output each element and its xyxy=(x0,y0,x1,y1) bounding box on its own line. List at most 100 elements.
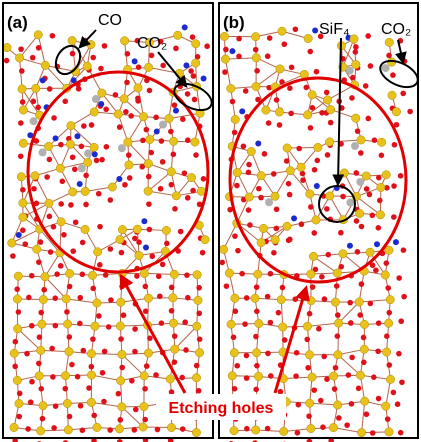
o-atom xyxy=(308,125,314,131)
si-atom xyxy=(233,168,241,176)
o-atom xyxy=(13,339,19,345)
o-atom xyxy=(81,123,87,129)
o-atom xyxy=(190,188,196,194)
bond xyxy=(20,35,39,58)
si-atom xyxy=(140,372,148,380)
o-atom xyxy=(338,230,344,236)
o-atom xyxy=(300,171,306,177)
si-atom xyxy=(93,423,101,431)
o-atom xyxy=(253,334,259,340)
o-atom xyxy=(253,47,259,53)
o-atom xyxy=(38,386,44,392)
annotation: CO₂ xyxy=(381,21,411,38)
o-atom xyxy=(94,158,100,164)
o-atom xyxy=(277,122,283,128)
o-atom xyxy=(296,402,302,408)
o-atom xyxy=(29,273,35,279)
arrow xyxy=(338,38,341,184)
o-atom xyxy=(98,66,104,72)
si-atom xyxy=(386,375,394,383)
o-atom xyxy=(346,372,352,378)
si-atom xyxy=(63,320,71,328)
o-atom xyxy=(340,194,346,200)
o-atom xyxy=(155,427,161,433)
si-atom xyxy=(108,183,116,191)
o-atom xyxy=(224,283,230,289)
o-atom xyxy=(334,283,340,289)
si-atom xyxy=(36,427,44,435)
si-atom xyxy=(195,348,203,356)
o-atom xyxy=(274,226,280,232)
si-atom xyxy=(69,188,77,196)
si-atom xyxy=(139,423,147,431)
bond xyxy=(175,326,197,349)
si-atom xyxy=(355,298,363,306)
c-atom xyxy=(382,64,390,72)
n-atom xyxy=(314,183,320,189)
o-atom xyxy=(320,424,326,430)
n-atom xyxy=(92,151,98,157)
o-atom xyxy=(294,350,300,356)
o-atom xyxy=(279,79,285,85)
si-atom xyxy=(116,235,124,243)
o-atom xyxy=(201,176,207,182)
si-atom xyxy=(307,424,315,432)
o-atom xyxy=(385,285,391,291)
si-atom xyxy=(276,65,284,73)
si-atom xyxy=(87,349,95,357)
si-atom xyxy=(88,271,96,279)
n-atom xyxy=(173,108,179,114)
o-atom xyxy=(241,143,247,149)
o-atom xyxy=(391,214,397,220)
o-atom xyxy=(147,335,153,341)
si-atom xyxy=(255,319,263,327)
o-atom xyxy=(101,399,107,405)
o-atom xyxy=(61,232,67,238)
o-atom xyxy=(132,326,138,332)
annotation: CO xyxy=(98,12,122,29)
o-atom xyxy=(59,179,65,185)
o-atom xyxy=(80,427,86,433)
o-atom xyxy=(274,206,280,212)
o-atom xyxy=(287,192,293,198)
annotation: CO₂ xyxy=(137,35,167,52)
o-atom xyxy=(135,98,141,104)
o-atom xyxy=(335,333,341,339)
si-atom xyxy=(194,296,202,304)
si-atom xyxy=(166,375,174,383)
o-atom xyxy=(288,111,294,117)
si-atom xyxy=(146,135,154,143)
si-atom xyxy=(19,199,27,207)
o-atom xyxy=(265,426,271,432)
o-atom xyxy=(41,287,47,293)
o-atom xyxy=(76,86,82,92)
o-atom xyxy=(311,387,317,393)
o-atom xyxy=(375,348,381,354)
c-atom xyxy=(39,148,47,156)
si-atom xyxy=(57,218,65,226)
o-atom xyxy=(332,386,338,392)
si-atom xyxy=(144,349,152,357)
si-atom xyxy=(62,295,70,303)
o-atom xyxy=(335,312,341,318)
n-atom xyxy=(201,75,207,81)
o-atom xyxy=(182,319,188,325)
si-atom xyxy=(193,271,201,279)
si-atom xyxy=(17,173,25,181)
o-atom xyxy=(358,150,364,156)
o-atom xyxy=(244,353,250,359)
bond xyxy=(91,402,121,406)
molecule-ring xyxy=(376,56,421,93)
o-atom xyxy=(368,63,374,69)
si-atom xyxy=(116,376,124,384)
o-atom xyxy=(53,323,59,329)
si-atom xyxy=(306,190,314,198)
o-atom xyxy=(312,167,318,173)
si-atom xyxy=(323,96,331,104)
si-atom xyxy=(120,95,128,103)
o-atom xyxy=(172,206,178,212)
o-atom xyxy=(136,64,142,70)
o-atom xyxy=(370,430,376,436)
o-atom xyxy=(286,181,292,187)
o-atom xyxy=(97,262,103,268)
